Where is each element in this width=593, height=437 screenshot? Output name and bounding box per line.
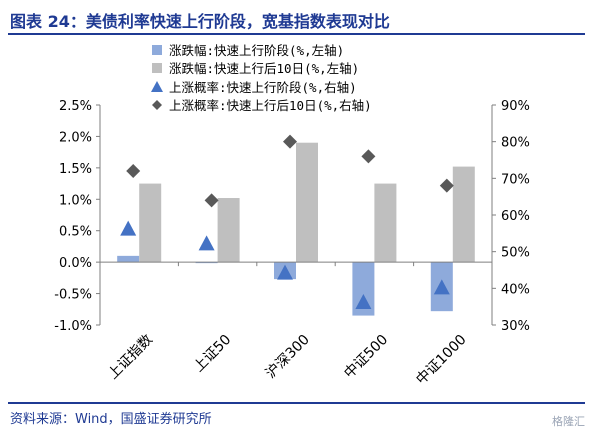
diamond-marker-3 <box>283 134 297 149</box>
bar-10d-4 <box>374 183 397 263</box>
category-label-1: 上证指数 <box>105 332 156 383</box>
footer-rule <box>8 402 585 404</box>
triangle-marker-1 <box>120 220 137 236</box>
left-tick-label: 1.0% <box>59 193 92 208</box>
diamond-marker-1 <box>126 164 141 178</box>
title-rule <box>8 33 585 35</box>
left-tick-label: 0.0% <box>59 256 92 271</box>
category-label-5: 中证1000 <box>413 332 469 388</box>
watermark: 格隆汇 <box>552 415 585 428</box>
legend-swatch-1 <box>152 45 162 55</box>
right-tick-label: 40% <box>501 282 530 297</box>
category-label-2: 上证50 <box>191 332 235 376</box>
legend-label-1: 涨跌幅:快速上行阶段(%,左轴) <box>169 43 344 58</box>
left-tick-label: 2.0% <box>59 130 92 145</box>
left-tick-label: 1.5% <box>59 162 92 177</box>
right-tick-label: 80% <box>501 136 530 151</box>
chart-title: 图表 24：美债利率快速上行阶段，宽基指数表现对比 <box>10 12 390 31</box>
left-tick-label: 2.5% <box>59 99 92 114</box>
diamond-marker-5 <box>439 178 454 193</box>
legend-label-4: 上涨概率:快速上行后10日(%,右轴) <box>169 98 372 113</box>
legend-label-3: 上涨概率:快速上行阶段(%,右轴) <box>169 80 357 95</box>
source-note: 资料来源：Wind，国盛证券研究所 <box>10 412 212 427</box>
bar-10d-2 <box>217 198 240 263</box>
right-tick-label: 30% <box>501 319 530 334</box>
right-tick-label: 60% <box>501 209 530 224</box>
triangle-marker-3 <box>277 264 293 280</box>
legend-triangle-marker <box>151 81 163 92</box>
bar-10d-3 <box>296 142 318 263</box>
legend-label-2: 涨跌幅:快速上行后10日(%,左轴) <box>169 61 359 76</box>
category-label-3: 沪深300 <box>263 332 313 382</box>
bar-10d-5 <box>452 166 475 263</box>
triangle-marker-2 <box>198 235 215 251</box>
right-tick-label: 50% <box>501 246 530 261</box>
right-tick-label: 90% <box>501 99 530 114</box>
left-tick-label: -0.5% <box>54 288 92 303</box>
diamond-marker-2 <box>204 193 219 208</box>
bar-stage-4 <box>352 262 375 316</box>
triangle-marker-5 <box>433 279 450 295</box>
right-tick-label: 70% <box>501 172 530 187</box>
diamond-marker-4 <box>361 149 376 164</box>
bar-10d-1 <box>139 183 162 263</box>
left-tick-label: -1.0% <box>54 319 92 334</box>
bar-stage-1 <box>117 255 140 263</box>
legend-diamond-marker <box>152 100 162 110</box>
legend-swatch-2 <box>152 63 162 73</box>
triangle-marker-4 <box>355 294 372 309</box>
category-label-4: 中证500 <box>341 332 391 382</box>
left-tick-label: 0.5% <box>59 225 92 240</box>
